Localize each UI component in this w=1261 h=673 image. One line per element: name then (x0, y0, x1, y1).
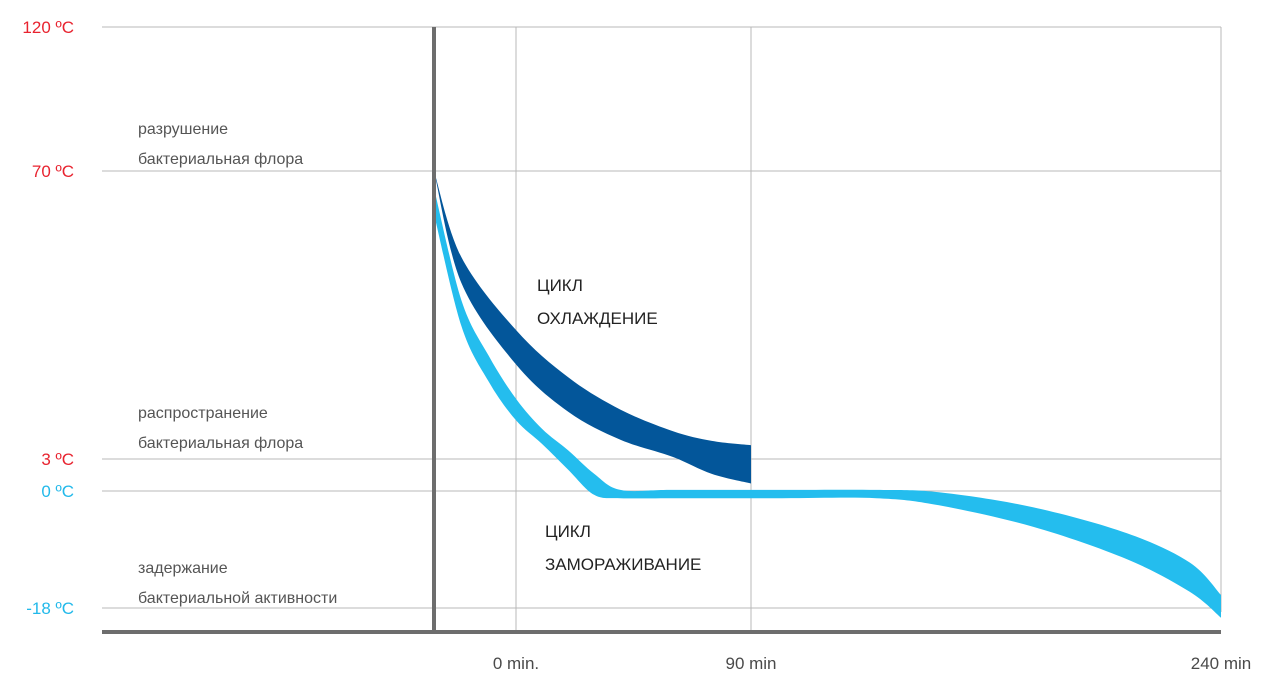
cycle-label: ОХЛАЖДЕНИЕ (537, 309, 658, 328)
y-tick-label: 0 ºC (41, 482, 74, 501)
x-tick-label: 240 min (1191, 654, 1251, 673)
series-bands (434, 171, 1221, 618)
cooling-cycle-band (434, 171, 751, 484)
y-tick-label: -18 ºC (26, 599, 74, 618)
cycle-label: ЗАМОРАЖИВАНИЕ (545, 555, 701, 574)
grid (102, 26, 1222, 632)
zone-label: бактериальная флора (138, 435, 303, 452)
x-tick-labels: 0 min. 90 min 240 min (493, 654, 1251, 673)
zone-labels: разрушение бактериальная флора распростран… (138, 121, 337, 607)
zone-label: задержание (138, 560, 228, 577)
cycle-label: ЦИКЛ (545, 522, 591, 541)
x-tick-label: 0 min. (493, 654, 539, 673)
zone-label: распространение (138, 405, 268, 422)
cycle-labels: ЦИКЛ ОХЛАЖДЕНИЕ ЦИКЛ ЗАМОРАЖИВАНИЕ (537, 276, 701, 574)
y-tick-labels: 120 ºC 70 ºC 3 ºC 0 ºC -18 ºC (22, 18, 74, 618)
x-tick-label: 90 min (725, 654, 776, 673)
freezing-cycle-band (434, 188, 1221, 618)
y-tick-label: 120 ºC (22, 18, 74, 37)
axes (102, 27, 1221, 634)
zone-label: бактериальная флора (138, 151, 303, 168)
zone-label: бактериальной активности (138, 590, 337, 607)
y-tick-label: 70 ºC (32, 162, 74, 181)
y-tick-label: 3 ºC (41, 450, 74, 469)
cycle-label: ЦИКЛ (537, 276, 583, 295)
zone-label: разрушение (138, 121, 228, 138)
